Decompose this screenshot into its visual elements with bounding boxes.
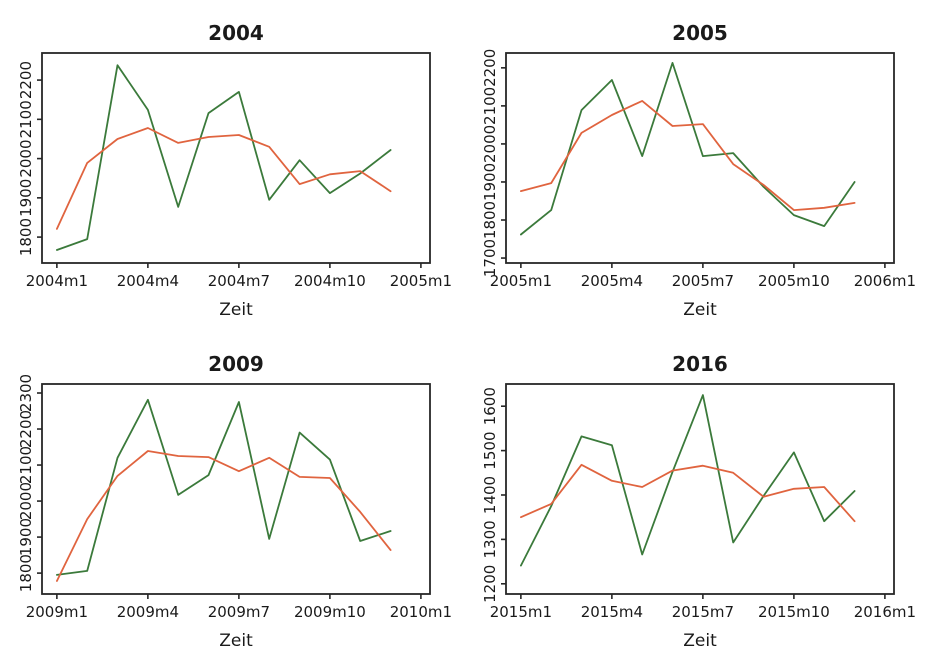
y-tick-label: 1800	[17, 218, 35, 256]
y-tick-label: 1500	[481, 432, 499, 470]
y-tick-label: 1600	[481, 387, 499, 425]
plot-box	[41, 52, 431, 264]
x-tick-label: 2004m10	[294, 272, 366, 290]
y-tick-label: 2100	[17, 100, 35, 138]
y-tick-label: 1200	[481, 565, 499, 603]
y-tick-label: 2200	[17, 61, 35, 99]
green-line	[520, 62, 856, 236]
y-tick-label: 1800	[481, 201, 499, 239]
orange-line	[56, 127, 392, 230]
x-axis-label: Zeit	[219, 631, 253, 651]
chart-title: 2004	[208, 21, 264, 45]
green-line	[56, 398, 392, 576]
y-tick-label: 2000	[481, 125, 499, 163]
plot-box	[505, 52, 895, 264]
chart-title: 2009	[208, 352, 264, 376]
plot-area: 1200 1300 1400 1500 1600 2015m1 2015m4 2015m7 20…	[481, 383, 916, 621]
y-tick-label: 2200	[17, 410, 35, 448]
orange-line	[520, 463, 856, 523]
green-line	[56, 64, 392, 251]
x-tick-label: 2009m4	[117, 603, 179, 621]
x-tick-label: 2005m10	[758, 272, 830, 290]
y-tick-label: 2300	[17, 374, 35, 412]
orange-line	[520, 100, 856, 212]
y-tick-label: 1900	[17, 179, 35, 217]
x-tick-label: 2004m1	[26, 272, 88, 290]
x-tick-label: 2005m1	[390, 272, 452, 290]
x-tick-label: 2005m7	[672, 272, 734, 290]
x-tick-label: 2010m1	[390, 603, 452, 621]
y-tick-label: 1900	[17, 518, 35, 556]
y-tick-label: 1900	[481, 163, 499, 201]
x-tick-label: 2005m4	[581, 272, 643, 290]
chart-2016: 2016 1200 1300 1400 1500 1600 2015m1 2015m4 201…	[481, 352, 916, 651]
chart-title: 2016	[672, 352, 728, 376]
y-tick-label: 2000	[17, 139, 35, 177]
x-tick-label: 2015m7	[672, 603, 734, 621]
y-tick-label: 1800	[17, 554, 35, 592]
y-tick-label: 1400	[481, 476, 499, 514]
y-tick-label: 1300	[481, 520, 499, 558]
x-tick-label: 2009m10	[294, 603, 366, 621]
x-tick-label: 2015m1	[490, 603, 552, 621]
x-tick-label: 2015m10	[758, 603, 830, 621]
chart-panel-2009: 2009 1800 1900 2000 2100 2200 2300 2009m1 2009m…	[0, 331, 464, 662]
plot-box	[41, 383, 431, 595]
x-tick-label: 2016m1	[854, 603, 916, 621]
x-tick-label: 2006m1	[854, 272, 916, 290]
x-tick-label: 2004m7	[208, 272, 270, 290]
green-line	[520, 394, 856, 567]
chart-panel-2016: 2016 1200 1300 1400 1500 1600 2015m1 2015m4 201…	[464, 331, 928, 662]
x-axis-label: Zeit	[683, 300, 717, 320]
y-tick-label: 1700	[481, 239, 499, 277]
x-tick-label: 2004m4	[117, 272, 179, 290]
y-tick-label: 2200	[481, 49, 499, 87]
x-tick-label: 2015m4	[581, 603, 643, 621]
x-tick-label: 2009m1	[26, 603, 88, 621]
x-tick-label: 2005m1	[490, 272, 552, 290]
chart-title: 2005	[672, 21, 728, 45]
chart-panel-2004: 2004 1800 1900 2000 2100 2200 2004m1 2004m4 200…	[0, 0, 464, 331]
orange-line	[56, 450, 392, 582]
y-tick-label: 2000	[17, 482, 35, 520]
x-axis-label: Zeit	[219, 300, 253, 320]
chart-panel-2005: 2005 1700 1800 1900 2000 2100 2200 2005m1 2005m…	[464, 0, 928, 331]
y-tick-label: 2100	[481, 87, 499, 125]
x-axis-label: Zeit	[683, 631, 717, 651]
y-tick-label: 2100	[17, 446, 35, 484]
x-tick-label: 2009m7	[208, 603, 270, 621]
plot-box	[505, 383, 895, 595]
